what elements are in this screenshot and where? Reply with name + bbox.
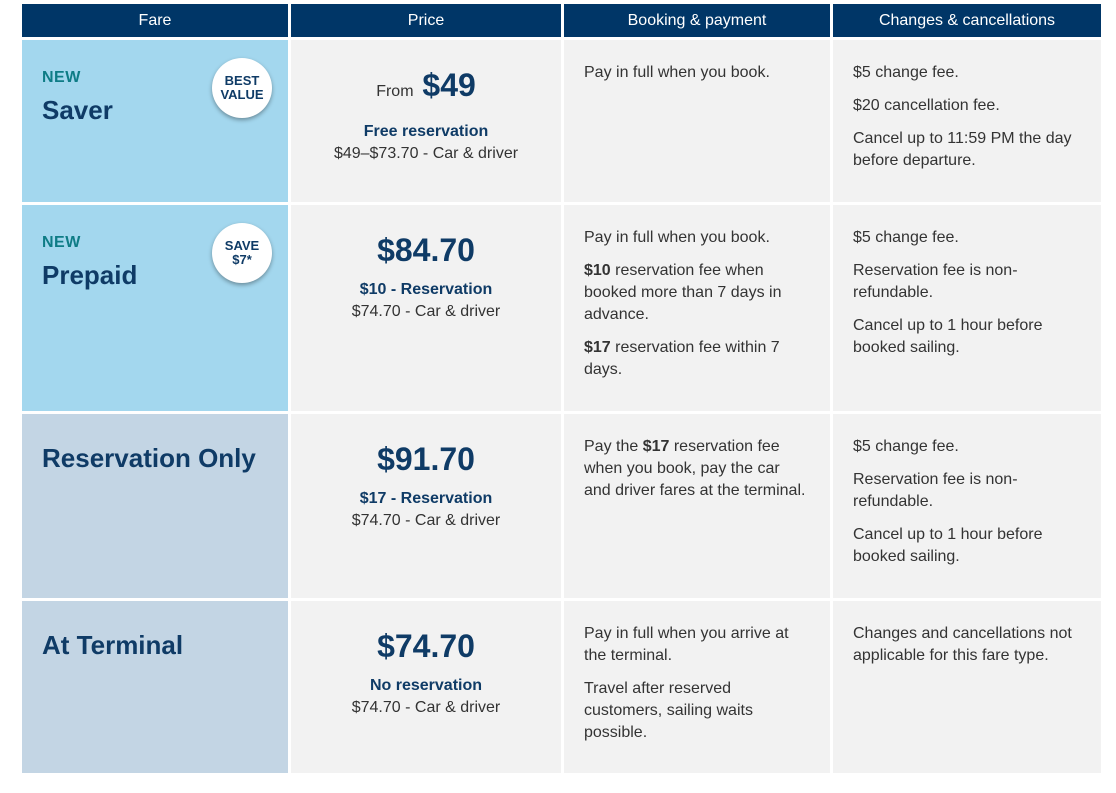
changes-text: $20 cancellation fee. xyxy=(853,97,1000,114)
price-car-driver: $49–$73.70 - Car & driver xyxy=(333,145,519,162)
changes-text: Reservation fee is non-refundable. xyxy=(853,262,1018,301)
changes-text: $5 change fee. xyxy=(853,64,959,81)
price-reservation: No reservation xyxy=(369,677,483,694)
price-value: $49 xyxy=(422,67,476,103)
changes-text: Cancel up to 1 hour before booked sailin… xyxy=(853,526,1043,565)
fare-name: Prepaid xyxy=(42,260,138,290)
changes-cell-saver: $5 change fee. $20 cancellation fee. Can… xyxy=(833,40,1101,202)
changes-text: $5 change fee. xyxy=(853,438,959,455)
best-value-badge: BEST VALUE xyxy=(212,58,272,118)
fare-name: At Terminal xyxy=(42,630,184,660)
badge-line: BEST xyxy=(224,73,260,88)
fare-cell-at-terminal: At Terminal xyxy=(22,601,288,773)
fee-text: reservation fee when booked more than 7 … xyxy=(584,262,782,323)
fare-comparison-table: Fare Price Booking & payment Changes & c… xyxy=(22,4,1101,773)
booking-text: Pay the $17 reservation fee when you boo… xyxy=(584,436,810,502)
booking-pre: Pay the xyxy=(584,438,643,455)
header-fare: Fare xyxy=(22,4,288,37)
price-car-driver: $74.70 - Car & driver xyxy=(351,512,501,529)
price-cell-saver: From $49 Free reservation $49–$73.70 - C… xyxy=(291,40,561,202)
changes-text: $5 change fee. xyxy=(853,229,959,246)
save-badge: SAVE $7* xyxy=(212,223,272,283)
new-label: NEW xyxy=(42,69,81,86)
price-value: $74.70 xyxy=(377,628,475,664)
changes-cell-at-terminal: Changes and cancellations not applicable… xyxy=(833,601,1101,773)
booking-cell-prepaid: Pay in full when you book. $10 reservati… xyxy=(564,205,830,411)
price-cell-reservation-only: $91.70 $17 - Reservation $74.70 - Car & … xyxy=(291,414,561,598)
fare-cell-reservation-only: Reservation Only xyxy=(22,414,288,598)
changes-cell-reservation-only: $5 change fee. Reservation fee is non-re… xyxy=(833,414,1101,598)
fee-text: reservation fee within 7 days. xyxy=(584,339,780,378)
price-cell-at-terminal: $74.70 No reservation $74.70 - Car & dri… xyxy=(291,601,561,773)
changes-text: Cancel up to 1 hour before booked sailin… xyxy=(853,317,1043,356)
booking-text: Pay in full when you arrive at the termi… xyxy=(584,625,789,664)
changes-text: Reservation fee is non-refundable. xyxy=(853,471,1018,510)
price-value: $91.70 xyxy=(377,441,475,477)
fare-cell-prepaid: NEW Prepaid SAVE $7* xyxy=(22,205,288,411)
price-reservation: $17 - Reservation xyxy=(359,490,493,507)
price-car-driver: $74.70 - Car & driver xyxy=(351,699,501,716)
booking-cell-at-terminal: Pay in full when you arrive at the termi… xyxy=(564,601,830,773)
price-reservation: $10 - Reservation xyxy=(359,281,493,298)
booking-text: $10 reservation fee when booked more tha… xyxy=(584,260,810,326)
booking-post: reservation fee when you book, pay the c… xyxy=(584,438,806,499)
header-changes: Changes & cancellations xyxy=(833,4,1101,37)
changes-text: Cancel up to 11:59 PM the day before dep… xyxy=(853,130,1072,169)
badge-line: SAVE xyxy=(224,238,260,253)
fare-name: Saver xyxy=(42,95,113,125)
changes-cell-prepaid: $5 change fee. Reservation fee is non-re… xyxy=(833,205,1101,411)
new-label: NEW xyxy=(42,234,81,251)
fare-name: Reservation Only xyxy=(42,443,256,473)
price-reservation: Free reservation xyxy=(363,123,489,140)
booking-text: Pay in full when you book. xyxy=(584,64,770,81)
booking-cell-reservation-only: Pay the $17 reservation fee when you boo… xyxy=(564,414,830,598)
fee-amount: $17 xyxy=(642,438,670,455)
badge-line: VALUE xyxy=(220,87,264,102)
booking-text: $17 reservation fee within 7 days. xyxy=(584,337,810,381)
badge-line: $7* xyxy=(232,252,252,267)
fee-amount: $10 xyxy=(584,262,611,279)
price-from-label: From xyxy=(376,83,414,100)
price-cell-prepaid: $84.70 $10 - Reservation $74.70 - Car & … xyxy=(291,205,561,411)
booking-cell-saver: Pay in full when you book. xyxy=(564,40,830,202)
header-booking: Booking & payment xyxy=(564,4,830,37)
booking-text: Pay in full when you book. xyxy=(584,229,770,246)
price-amount: From $49 xyxy=(311,66,541,111)
booking-text: Travel after reserved customers, sailing… xyxy=(584,680,753,741)
changes-text: Changes and cancellations not applicable… xyxy=(853,625,1072,664)
fee-amount: $17 xyxy=(584,339,611,356)
fare-cell-saver: NEW Saver BEST VALUE xyxy=(22,40,288,202)
price-value: $84.70 xyxy=(377,232,475,268)
price-car-driver: $74.70 - Car & driver xyxy=(351,303,501,320)
header-price: Price xyxy=(291,4,561,37)
